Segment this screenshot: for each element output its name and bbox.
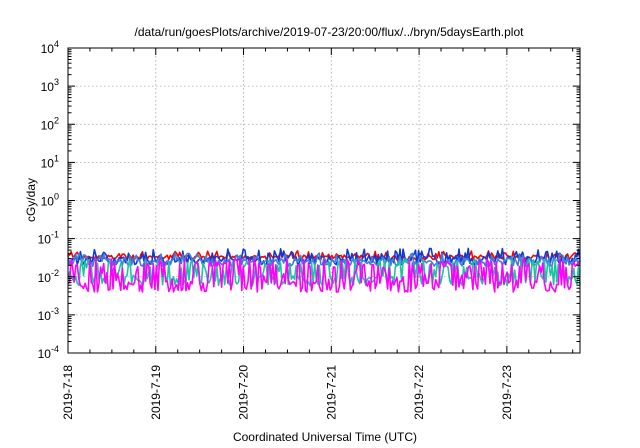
y-tick-label: 10-2 (38, 268, 59, 285)
x-tick-label: 2019-7-23 (500, 365, 514, 420)
y-axis-label: cGy/day (24, 178, 38, 222)
x-tick-label: 2019-7-22 (412, 365, 426, 420)
ticks (67, 47, 580, 354)
y-tick-labels: 104 103 102 101 100 10-1 10-2 10-3 10-4 (38, 39, 59, 361)
chart-title: /data/run/goesPlots/archive/2019-07-23/2… (135, 25, 525, 39)
x-tick-label: 2019-7-20 (237, 365, 251, 420)
series-line (67, 257, 581, 293)
y-tick-label: 101 (41, 153, 59, 170)
series-layer (67, 247, 581, 293)
y-tick-label: 103 (41, 77, 59, 94)
y-tick-label: 100 (41, 192, 59, 209)
x-tick-label: 2019-7-19 (149, 365, 163, 420)
grid (68, 48, 580, 353)
y-tick-label: 102 (41, 115, 59, 132)
x-axis-label: Coordinated Universal Time (UTC) (233, 430, 417, 444)
series-line (67, 252, 581, 268)
x-tick-labels: 2019-7-18 2019-7-19 2019-7-20 2019-7-21 2019… (61, 365, 514, 420)
y-tick-label: 10-1 (38, 230, 59, 247)
x-tick-label: 2019-7-18 (61, 365, 75, 420)
x-tick-label: 2019-7-21 (324, 365, 338, 420)
y-tick-label: 10-4 (38, 344, 59, 361)
y-tick-label: 10-3 (38, 306, 59, 323)
y-tick-label: 104 (41, 39, 59, 56)
